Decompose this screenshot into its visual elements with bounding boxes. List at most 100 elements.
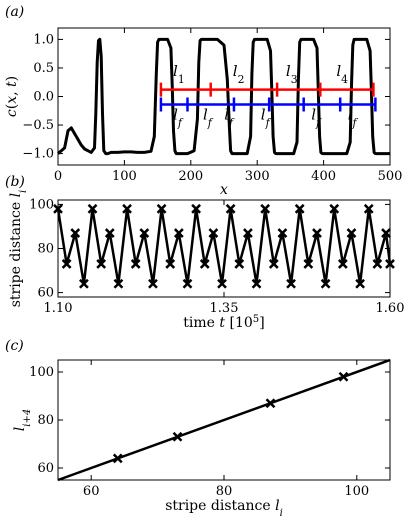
stripe-distance-marker (79, 278, 89, 289)
y-axis-label: c(x, t) (4, 76, 20, 117)
profile-line (57, 37, 390, 156)
stripe-distance-marker (191, 203, 201, 214)
stripe-distance-marker-stroke (320, 278, 331, 289)
stripe-distance-marker-stroke (217, 278, 227, 289)
stripe-distance-marker (312, 228, 322, 238)
stripe-distance-label: l2 (233, 62, 245, 86)
stripe-distance-marker (87, 203, 98, 214)
front-distance-label: lf (311, 105, 322, 129)
front-distance-label: lf (224, 105, 235, 129)
stripe-distance-label: l1 (173, 62, 185, 86)
y-axis-label: li+4 (12, 409, 33, 432)
stripe-distance-marker-stroke (355, 278, 366, 289)
stripe-distance-marker-stroke (139, 228, 150, 238)
stripe-distance-marker-stroke (234, 259, 245, 269)
scatter-marker-stroke (112, 453, 123, 464)
x-tick-label: 0 (54, 169, 62, 184)
scatter-marker (172, 431, 183, 442)
x-axis-label: x (220, 182, 228, 198)
y-tick-label: 60 (37, 461, 54, 476)
stripe-distance-marker (346, 228, 357, 238)
stripe-distance-marker-stroke (199, 259, 210, 269)
stripe-distance-marker-stroke (165, 259, 176, 269)
stripe-distance-marker-stroke (53, 203, 63, 214)
stripe-distance-marker (208, 228, 219, 238)
stripe-distance-marker-stroke (385, 259, 395, 269)
stripe-distance-marker-stroke (79, 278, 89, 289)
stripe-distance-marker-stroke (251, 278, 262, 289)
stripe-distance-marker (251, 278, 262, 289)
stripe-distance-marker (320, 278, 331, 289)
x-tick-label: 1.10 (44, 301, 73, 316)
stripe-distance-marker (372, 259, 383, 269)
scatter-marker-stroke (338, 371, 349, 382)
stripe-distance-marker-stroke (61, 259, 72, 269)
stripe-distance-marker-stroke (182, 278, 193, 289)
stripe-distance-marker-stroke (372, 259, 383, 269)
stripe-distance-marker-stroke (303, 259, 314, 269)
stripe-distance-marker (234, 259, 245, 269)
stripe-distance-marker (199, 259, 210, 269)
stripe-distance-marker (70, 228, 81, 238)
stripe-distance-marker (329, 203, 340, 214)
stripe-distance-marker-stroke (329, 203, 340, 214)
stripe-distance-marker (139, 228, 150, 238)
stripe-distance-marker-stroke (260, 203, 271, 214)
x-tick-label: 500 (378, 169, 403, 184)
x-tick-label: 100 (112, 169, 137, 184)
stripe-distance-marker-stroke (225, 203, 236, 214)
stripe-distance-marker-stroke (87, 203, 98, 214)
stripe-distance-marker (385, 259, 395, 269)
y-tick-label: 1.0 (33, 32, 54, 47)
y-tick-label: −1.0 (22, 147, 54, 162)
stripe-distance-marker (130, 259, 141, 269)
stripe-distance-marker (268, 259, 279, 269)
stripe-distance-marker-stroke (70, 228, 81, 238)
scatter-marker (338, 371, 349, 382)
stripe-distance-marker-stroke (337, 259, 348, 269)
stripe-distance-label: l4 (336, 62, 348, 86)
stripe-distance-marker-stroke (268, 259, 279, 269)
stripe-distance-marker (113, 278, 124, 289)
x-tick-label: 1.60 (376, 301, 405, 316)
front-distance-label: lf (203, 105, 214, 129)
stripe-distance-marker-stroke (312, 228, 322, 238)
stripe-distance-marker-stroke (148, 278, 158, 289)
stripe-distance-marker (182, 278, 193, 289)
stripe-distance-marker-stroke (113, 278, 124, 289)
stripe-distance-marker-stroke (96, 259, 107, 269)
x-tick-label: 80 (216, 484, 233, 499)
y-tick-label: 80 (37, 242, 54, 257)
stripe-distance-marker-stroke (243, 228, 253, 238)
stripe-distance-marker-stroke (381, 228, 391, 238)
stripe-distance-marker-stroke (208, 228, 219, 238)
stripe-distance-marker-stroke (346, 228, 357, 238)
stripe-distance-marker (53, 203, 63, 214)
stripe-distance-marker (260, 203, 271, 214)
x-tick-label: 400 (311, 169, 336, 184)
front-distance-label: lf (348, 105, 359, 129)
stripe-distance-marker-stroke (363, 203, 374, 214)
stripe-distance-marker (122, 203, 132, 214)
y-tick-label: 60 (37, 286, 54, 301)
y-tick-label: 100 (29, 365, 54, 380)
y-tick-label: 80 (37, 413, 54, 428)
scatter-marker (265, 398, 276, 409)
x-tick-label: 1.35 (210, 301, 239, 316)
stripe-distance-marker-stroke (130, 259, 141, 269)
scatter-marker (112, 453, 123, 464)
stripe-distance-marker (303, 259, 314, 269)
stripe-distance-marker (286, 278, 296, 289)
x-tick-label: 300 (245, 169, 270, 184)
identity-line (57, 358, 391, 482)
panel-label: (c) (5, 338, 24, 354)
stripe-distance-marker-stroke (294, 203, 305, 214)
stripe-distance-marker-stroke (277, 228, 288, 238)
y-tick-label: 0.5 (33, 61, 54, 76)
front-distance-label: lf (261, 105, 272, 129)
x-tick-label: 200 (178, 169, 203, 184)
y-axis-label: stripe distance li (8, 190, 29, 308)
x-axis-label: time t [105] (183, 314, 264, 332)
stripe-distance-marker (277, 228, 288, 238)
front-distance-label: lf (173, 105, 184, 129)
